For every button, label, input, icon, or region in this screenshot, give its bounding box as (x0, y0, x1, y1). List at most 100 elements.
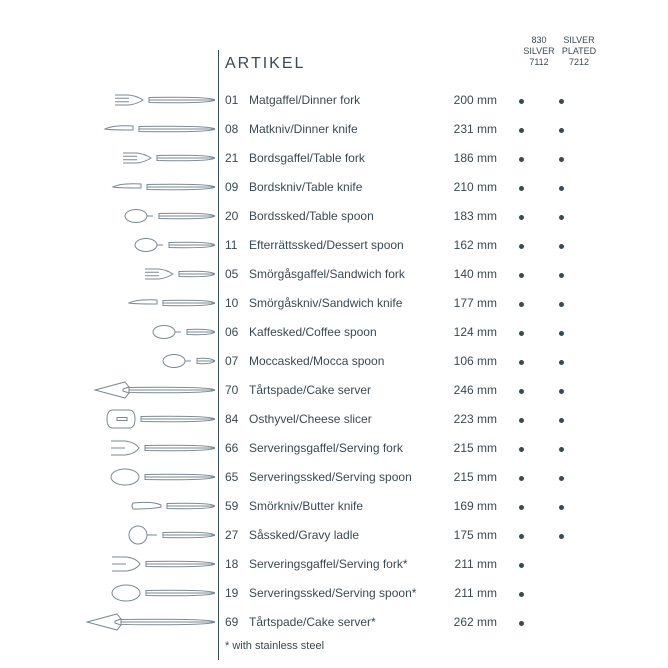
table-row: 01Matgaffel/Dinner fork200 mm (225, 85, 645, 114)
article-name: Kaffesked/Coffee spoon (249, 325, 443, 339)
article-name: Såssked/Gravy ladle (249, 528, 443, 542)
utensil-icon (40, 201, 215, 230)
header-text: SILVER (559, 35, 599, 46)
article-name: Bordskniv/Table knife (249, 180, 443, 194)
article-name: Smörgåsgaffel/Sandwich fork (249, 267, 443, 281)
dot-830-silver (501, 470, 541, 484)
availability-dots (501, 354, 591, 368)
article-name: Bordssked/Table spoon (249, 209, 443, 223)
table-row: 65Serveringssked/Serving spoon215 mm (225, 462, 645, 491)
article-size: 175 mm (443, 528, 501, 542)
dot-830-silver (501, 238, 541, 252)
utensil-icon (40, 114, 215, 143)
dot-830-silver (501, 354, 541, 368)
availability-dots (501, 325, 591, 339)
article-name: Osthyvel/Cheese slicer (249, 412, 443, 426)
article-name: Tårtspade/Cake server (249, 383, 443, 397)
article-code: 65 (225, 470, 249, 484)
article-name: Smörkniv/Butter knife (249, 499, 443, 513)
dot-silver-plated (541, 470, 581, 484)
article-code: 06 (225, 325, 249, 339)
dot-silver-plated (541, 267, 581, 281)
article-size: 211 mm (443, 557, 501, 571)
dot-silver-plated (541, 383, 581, 397)
article-code: 07 (225, 354, 249, 368)
article-size: 162 mm (443, 238, 501, 252)
article-size: 124 mm (443, 325, 501, 339)
article-code: 70 (225, 383, 249, 397)
article-size: 200 mm (443, 93, 501, 107)
header-text: 7112 (519, 57, 559, 68)
dot-silver-plated (541, 180, 581, 194)
availability-dots (501, 151, 591, 165)
utensil-icon (40, 346, 215, 375)
dot-830-silver (501, 557, 541, 571)
table-row: 20Bordssked/Table spoon183 mm (225, 201, 645, 230)
availability-dots (501, 93, 591, 107)
dot-silver-plated (541, 354, 581, 368)
table-row: 70Tårtspade/Cake server246 mm (225, 375, 645, 404)
table-row: 06Kaffesked/Coffee spoon124 mm (225, 317, 645, 346)
dot-silver-plated (541, 209, 581, 223)
table-row: 10Smörgåskniv/Sandwich knife177 mm (225, 288, 645, 317)
dot-silver-plated (541, 151, 581, 165)
availability-dots (501, 296, 591, 310)
availability-dots (501, 615, 591, 629)
column-header-830-silver: 830 SILVER 7112 (519, 35, 559, 68)
dot-830-silver (501, 412, 541, 426)
utensil-icon (40, 462, 215, 491)
article-size: 215 mm (443, 470, 501, 484)
dot-silver-plated (541, 499, 581, 513)
article-code: 21 (225, 151, 249, 165)
utensil-icon (40, 230, 215, 259)
article-code: 11 (225, 238, 249, 252)
table-row: 84Osthyvel/Cheese slicer223 mm (225, 404, 645, 433)
article-name: Matkniv/Dinner knife (249, 122, 443, 136)
header-text: 7212 (559, 57, 599, 68)
column-header-silver-plated: SILVER PLATED 7212 (559, 35, 599, 68)
table-row: 27Såssked/Gravy ladle175 mm (225, 520, 645, 549)
utensil-icon (40, 549, 215, 578)
article-code: 84 (225, 412, 249, 426)
article-code: 05 (225, 267, 249, 281)
dot-830-silver (501, 586, 541, 600)
table-row: 11Efterrättssked/Dessert spoon162 mm (225, 230, 645, 259)
dot-silver-plated (541, 615, 581, 629)
dot-silver-plated (541, 586, 581, 600)
table-row: 05Smörgåsgaffel/Sandwich fork140 mm (225, 259, 645, 288)
dot-830-silver (501, 296, 541, 310)
dot-830-silver (501, 499, 541, 513)
dot-830-silver (501, 528, 541, 542)
availability-dots (501, 209, 591, 223)
dot-silver-plated (541, 412, 581, 426)
article-code: 66 (225, 441, 249, 455)
table-row: 08Matkniv/Dinner knife231 mm (225, 114, 645, 143)
page-title: ARTIKEL (225, 55, 305, 73)
article-code: 59 (225, 499, 249, 513)
vertical-divider (218, 50, 219, 660)
availability-dots (501, 557, 591, 571)
dot-830-silver (501, 383, 541, 397)
dot-silver-plated (541, 238, 581, 252)
availability-dots (501, 122, 591, 136)
dot-silver-plated (541, 122, 581, 136)
availability-dots (501, 470, 591, 484)
footnote: * with stainless steel (225, 640, 324, 652)
article-name: Bordsgaffel/Table fork (249, 151, 443, 165)
table-row: 69Tårtspade/Cake server*262 mm (225, 607, 645, 636)
utensil-icon (40, 317, 215, 346)
utensil-icon (40, 433, 215, 462)
dot-silver-plated (541, 528, 581, 542)
utensil-icon (40, 259, 215, 288)
table-row: 18Serveringsgaffel/Serving fork*211 mm (225, 549, 645, 578)
dot-silver-plated (541, 93, 581, 107)
article-size: 186 mm (443, 151, 501, 165)
availability-dots (501, 238, 591, 252)
availability-dots (501, 267, 591, 281)
dot-830-silver (501, 615, 541, 629)
article-code: 10 (225, 296, 249, 310)
article-size: 215 mm (443, 441, 501, 455)
article-code: 01 (225, 93, 249, 107)
utensil-icon (40, 607, 215, 636)
article-size: 211 mm (443, 586, 501, 600)
